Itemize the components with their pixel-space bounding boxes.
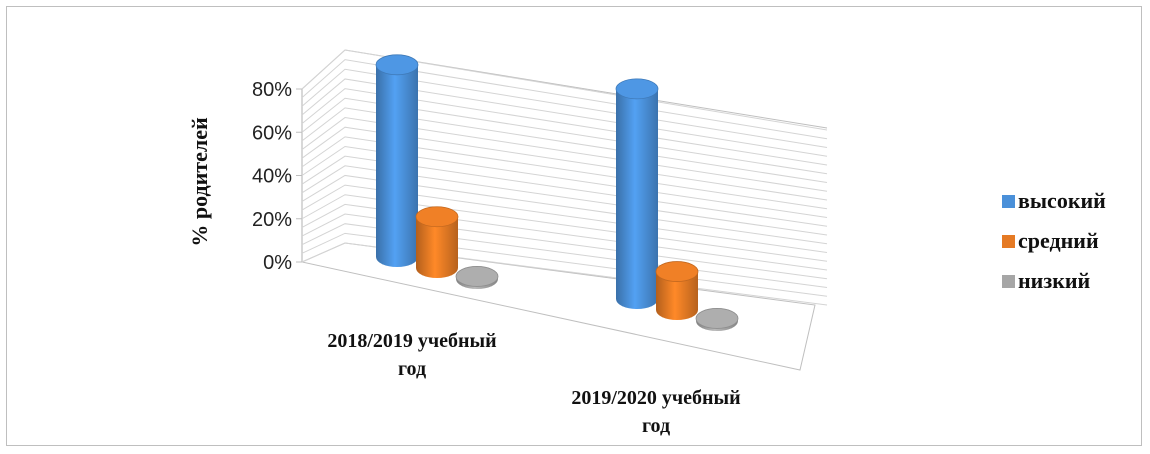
bar-body	[656, 271, 698, 320]
chart-canvas: 0% 20% 40% 60% 80% 2018/2019 учебный год 2019/…	[187, 49, 1106, 437]
bar-body	[616, 88, 658, 309]
gridline	[301, 117, 828, 192]
gridline	[301, 203, 828, 271]
bar-2-0	[455, 266, 499, 289]
y-tick-label: 60%	[252, 122, 292, 144]
bar-0-0	[375, 54, 419, 267]
x-tick-label: год	[642, 415, 670, 437]
y-tick-label: 80%	[252, 79, 292, 101]
bar-top	[615, 78, 659, 100]
gridline	[301, 165, 828, 236]
chart-frame: 0% 20% 40% 60% 80% 2018/2019 учебный год 2019/…	[6, 6, 1142, 446]
bar-body	[416, 216, 458, 278]
gridline	[301, 68, 828, 148]
y-tick-label: 0%	[263, 252, 292, 274]
legend-label: низкий	[1018, 268, 1091, 293]
bar-2-1	[695, 308, 739, 331]
y-tick-label: 20%	[252, 209, 292, 231]
legend-label: средний	[1018, 228, 1099, 253]
chart-bars	[375, 54, 739, 331]
gridline	[301, 59, 828, 140]
gridline	[301, 194, 828, 262]
y-axis-label: % родителей	[187, 117, 212, 247]
legend-label: высокий	[1018, 188, 1106, 213]
y-axis-ticks: 0% 20% 40% 60% 80%	[252, 79, 302, 274]
gridline	[301, 97, 828, 175]
bar-0-1	[615, 78, 659, 309]
bar-top	[455, 266, 499, 287]
chart-legend: высокий средний низкий	[1002, 188, 1106, 293]
bar-body	[376, 64, 418, 267]
bar-1-0	[415, 206, 459, 278]
bar-top	[655, 261, 699, 282]
legend-swatch	[1002, 275, 1015, 288]
x-axis-categories: 2018/2019 учебный год 2019/2020 учебный год	[327, 330, 740, 437]
legend-swatch	[1002, 195, 1015, 208]
gridline	[301, 78, 828, 157]
bar-top	[375, 54, 419, 76]
bar-top	[415, 206, 459, 228]
bar-1-1	[655, 261, 699, 320]
x-tick-label: 2018/2019 учебный	[327, 330, 496, 352]
gridline	[301, 155, 828, 227]
gridline	[301, 49, 828, 131]
legend-swatch	[1002, 235, 1015, 248]
gridline	[301, 174, 828, 245]
x-tick-label: год	[398, 358, 426, 380]
x-tick-label: 2019/2020 учебный	[571, 387, 740, 409]
gridline	[301, 184, 828, 253]
gridline	[301, 88, 828, 166]
gridline	[301, 136, 828, 210]
gridline	[301, 126, 828, 201]
legend-item: низкий	[1002, 268, 1091, 293]
gridline	[301, 145, 828, 218]
y-tick-label: 40%	[252, 166, 292, 188]
gridline	[301, 213, 828, 280]
legend-item: высокий	[1002, 188, 1106, 213]
gridline	[301, 107, 828, 183]
legend-item: средний	[1002, 228, 1099, 253]
bar-top	[695, 308, 739, 329]
chart-gridlines	[301, 49, 828, 306]
